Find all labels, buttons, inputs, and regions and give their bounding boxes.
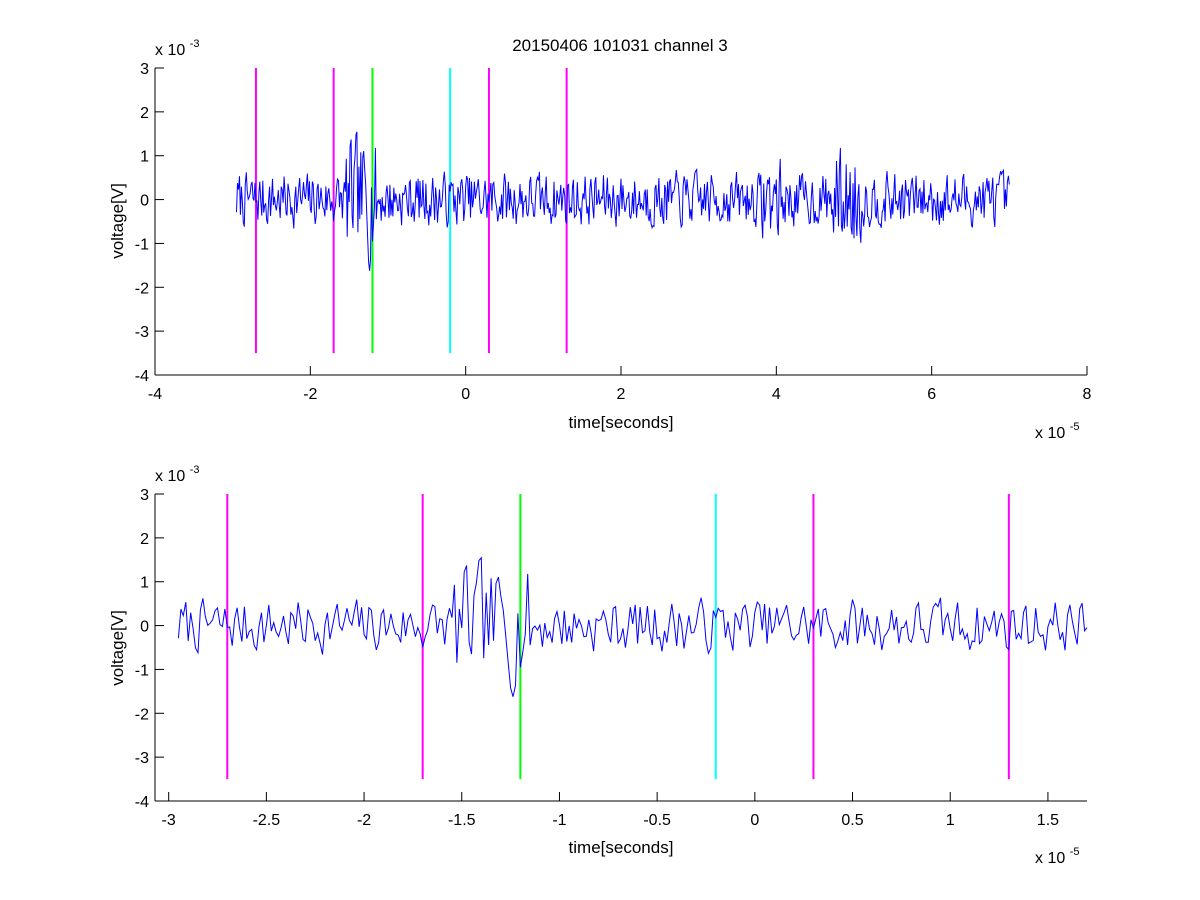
top-y-tick-label: 0 bbox=[140, 193, 149, 210]
top-x-tick-label: 0 bbox=[461, 386, 470, 403]
bottom-y-tick-label: -4 bbox=[135, 794, 149, 811]
bottom-y-tick-label: 0 bbox=[140, 619, 149, 636]
top-x-tick-label: 8 bbox=[1083, 386, 1092, 403]
bottom-x-tick-label: -0.5 bbox=[643, 812, 671, 829]
bottom-y-exponent-power: -3 bbox=[190, 464, 200, 476]
top-y-tick-label: -3 bbox=[135, 324, 149, 341]
bottom-y-exponent-base: x 10 bbox=[155, 468, 185, 485]
top-y-tick-label: -2 bbox=[135, 280, 149, 297]
top-x-tick-label: 4 bbox=[772, 386, 781, 403]
bottom-x-tick-label: -1.5 bbox=[448, 812, 476, 829]
figure-title: 20150406 101031 channel 3 bbox=[512, 36, 728, 55]
bottom-signal-line bbox=[177, 556, 1088, 697]
bottom-x-tick-label: -2 bbox=[357, 812, 371, 829]
bottom-y-tick-label: 2 bbox=[140, 531, 149, 548]
bottom-y-tick-labels: -4 -3 -2 -1 0 1 2 3 bbox=[135, 487, 149, 811]
bottom-x-tick-label: -1 bbox=[552, 812, 566, 829]
bottom-y-tick-label: -2 bbox=[135, 706, 149, 723]
top-y-tick-label: 1 bbox=[140, 149, 149, 166]
top-x-exponent-base: x 10 bbox=[1035, 425, 1065, 442]
top-y-tick-label: 3 bbox=[140, 61, 149, 78]
bottom-y-tick-label: 1 bbox=[140, 575, 149, 592]
bottom-y-tick-label: -3 bbox=[135, 750, 149, 767]
bottom-y-tick-label: -1 bbox=[135, 662, 149, 679]
top-x-tick-label: -4 bbox=[148, 386, 162, 403]
top-x-exponent-power: -5 bbox=[1070, 421, 1080, 433]
bottom-y-axis-label: voltage[V] bbox=[108, 610, 127, 686]
top-y-exponent-power: -3 bbox=[190, 38, 200, 50]
top-y-tick-label: -4 bbox=[135, 368, 149, 385]
top-y-tick-label: -1 bbox=[135, 236, 149, 253]
top-y-exponent-base: x 10 bbox=[155, 42, 185, 59]
bottom-y-exponent-label: x 10 -3 bbox=[155, 464, 199, 485]
bottom-x-tick-labels: -3 -2.5 -2 -1.5 -1 -0.5 0 0.5 1 1.5 bbox=[162, 812, 1060, 829]
top-y-tick-label: 2 bbox=[140, 105, 149, 122]
top-x-tick-label: 6 bbox=[927, 386, 936, 403]
bottom-x-exponent-base: x 10 bbox=[1035, 850, 1065, 867]
top-x-tick-label: -2 bbox=[303, 386, 317, 403]
bottom-x-tick-label: 0.5 bbox=[841, 812, 863, 829]
bottom-x-tick-label: 1 bbox=[946, 812, 955, 829]
top-y-exponent-label: x 10 -3 bbox=[155, 38, 199, 59]
bottom-x-tick-label: 1.5 bbox=[1037, 812, 1059, 829]
bottom-subplot: -3 -2.5 -2 -1.5 -1 -0.5 0 0.5 1 1.5 -4-3-2-10123 … bbox=[108, 464, 1088, 867]
top-signal-line bbox=[236, 131, 1010, 271]
bottom-axes bbox=[154, 493, 1087, 802]
bottom-x-exponent-power: -5 bbox=[1070, 846, 1080, 858]
top-x-axis-label: time[seconds] bbox=[569, 413, 674, 432]
top-y-axis-label: voltage[V] bbox=[108, 183, 127, 259]
top-y-tick-labels: -4 -3 -2 -1 0 1 2 3 bbox=[135, 61, 149, 385]
top-x-exponent-label: x 10 -5 bbox=[1035, 421, 1079, 442]
bottom-x-tick-label: -2.5 bbox=[253, 812, 281, 829]
bottom-x-tick-label: 0 bbox=[750, 812, 759, 829]
bottom-event-markers bbox=[226, 494, 1010, 780]
bottom-plot-area bbox=[155, 494, 1087, 801]
bottom-y-tick-label: 3 bbox=[140, 487, 149, 504]
top-x-tick-label: 2 bbox=[617, 386, 626, 403]
top-plot-area bbox=[155, 68, 1087, 375]
top-x-tick-labels: -4 -2 0 2 4 6 8 bbox=[148, 386, 1092, 403]
bottom-x-tick-label: -3 bbox=[162, 812, 176, 829]
bottom-x-exponent-label: x 10 -5 bbox=[1035, 846, 1079, 867]
top-subplot: -4 -2 0 2 4 6 8 -4 -3 -2 -1 0 1 2 3 time[seconds] vol… bbox=[108, 38, 1092, 442]
top-axes bbox=[154, 67, 1088, 376]
bottom-x-axis-label: time[seconds] bbox=[569, 838, 674, 857]
